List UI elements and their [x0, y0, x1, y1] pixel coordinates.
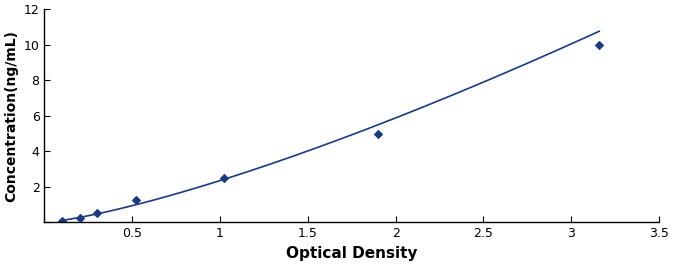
Y-axis label: Concentration(ng/mL): Concentration(ng/mL)	[4, 30, 18, 202]
X-axis label: Optical Density: Optical Density	[286, 246, 417, 261]
